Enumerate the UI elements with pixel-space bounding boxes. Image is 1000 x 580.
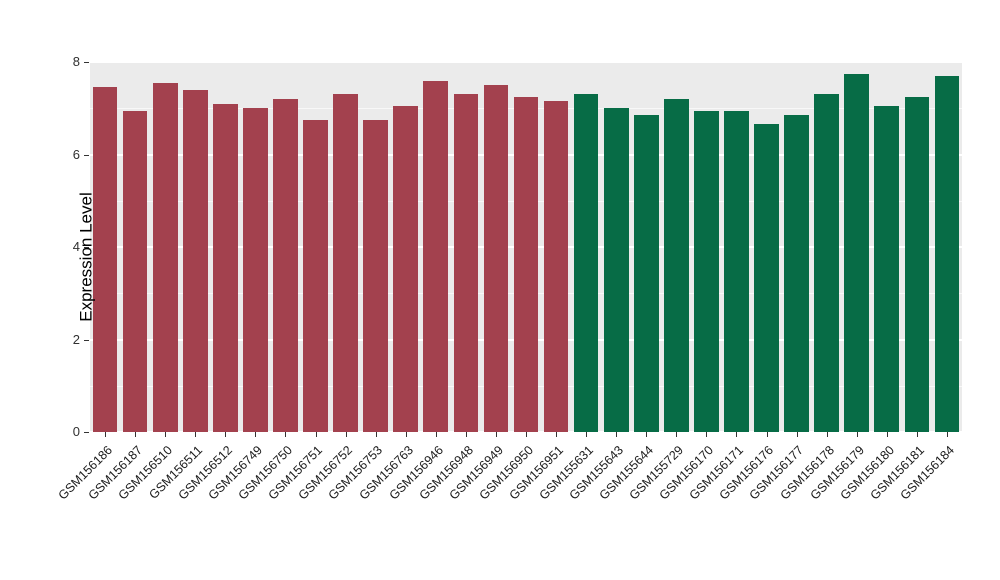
bar	[92, 87, 118, 432]
bar	[513, 96, 539, 432]
bar	[122, 110, 148, 432]
bar	[543, 101, 569, 432]
bar	[333, 94, 358, 432]
x-tick-mark	[526, 432, 527, 437]
y-tick-mark	[84, 247, 89, 248]
y-tick-mark	[84, 339, 89, 341]
bar	[453, 94, 479, 432]
y-tick-label: 0	[72, 424, 80, 439]
x-tick-mark	[826, 432, 828, 437]
x-tick-mark	[766, 432, 768, 437]
bar	[754, 124, 779, 432]
bar	[904, 96, 930, 432]
x-tick-mark	[916, 432, 918, 437]
bar	[152, 82, 178, 432]
x-tick-mark	[405, 432, 407, 437]
x-tick-mark	[856, 432, 858, 437]
bar	[243, 108, 268, 432]
bar	[603, 108, 629, 432]
x-tick-mark	[556, 432, 558, 437]
bar	[844, 73, 870, 432]
x-tick-mark	[796, 432, 798, 437]
x-tick-mark	[736, 432, 738, 437]
bar	[934, 75, 960, 432]
bar	[182, 89, 208, 432]
y-tick-mark	[84, 432, 89, 433]
x-tick-mark	[315, 432, 317, 437]
y-tick-mark	[84, 62, 89, 63]
x-tick-mark	[646, 432, 648, 437]
x-tick-mark	[946, 432, 948, 437]
bar	[664, 99, 689, 432]
x-tick-mark	[465, 432, 467, 437]
x-tick-mark	[285, 432, 287, 437]
y-tick-label: 2	[72, 331, 80, 347]
bar	[483, 85, 509, 432]
bar	[423, 80, 449, 432]
bar	[694, 110, 719, 432]
y-axis-title: Expression Level	[76, 192, 96, 322]
chart-panel	[90, 61, 962, 433]
bar	[393, 105, 419, 432]
y-tick-mark	[84, 154, 89, 156]
bar	[784, 115, 809, 432]
y-tick-label: 6	[72, 146, 80, 162]
x-tick-mark	[375, 432, 377, 437]
bar	[874, 105, 900, 432]
x-tick-mark	[616, 432, 618, 437]
bar	[573, 94, 599, 432]
y-tick-label: 4	[72, 239, 80, 254]
x-tick-mark	[886, 432, 888, 437]
x-tick-mark	[225, 432, 227, 437]
x-tick-mark	[195, 432, 197, 437]
bar	[633, 115, 659, 432]
bar	[273, 99, 298, 432]
x-tick-mark	[586, 432, 588, 437]
x-tick-label: GSM156184	[807, 441, 957, 503]
x-tick-mark	[706, 432, 708, 437]
x-tick-mark	[345, 432, 347, 437]
bar	[363, 119, 388, 432]
x-tick-mark	[135, 432, 137, 437]
x-tick-mark	[255, 432, 257, 437]
x-tick-mark	[435, 432, 437, 437]
bar	[724, 110, 749, 432]
bar	[212, 103, 238, 432]
gridline-major	[90, 61, 962, 63]
y-tick-label: 8	[72, 54, 80, 69]
x-tick-mark	[495, 432, 497, 437]
bar	[303, 119, 328, 432]
x-tick-mark	[165, 432, 167, 437]
bar	[814, 94, 840, 432]
x-tick-mark	[676, 432, 678, 437]
x-tick-mark	[105, 432, 107, 437]
